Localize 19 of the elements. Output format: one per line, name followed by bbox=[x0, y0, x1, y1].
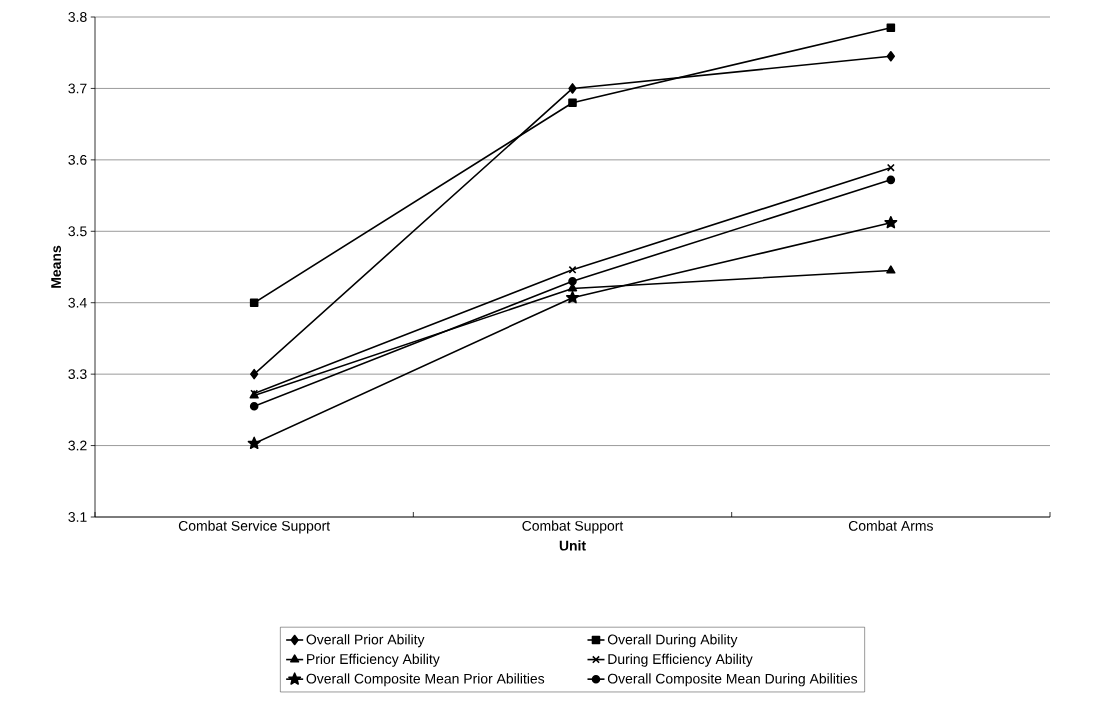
y-tick-label: 3.7 bbox=[68, 83, 87, 94]
y-tick-label: 3.3 bbox=[68, 369, 87, 380]
y-tick-label: 3.1 bbox=[68, 512, 87, 522]
legend-label: During Efficiency Ability bbox=[608, 653, 753, 667]
y-tick-label: 3.2 bbox=[68, 440, 87, 451]
legend-label: Prior Efficiency Ability bbox=[307, 653, 440, 667]
y-tick-label: 3.8 bbox=[68, 12, 87, 22]
x-axis-title: Unit bbox=[559, 540, 586, 551]
legend-label: Overall Composite Mean Prior Abilities bbox=[306, 673, 545, 687]
legend-label: Overall During Ability bbox=[607, 634, 738, 648]
y-tick-label: 3.5 bbox=[68, 226, 87, 237]
x-tick-label: Combat Arms bbox=[848, 520, 933, 531]
y-tick-label: 3.6 bbox=[68, 154, 87, 165]
x-tick-label: Combat Service Support bbox=[178, 520, 331, 534]
legend-label: Overall Prior Ability bbox=[306, 634, 425, 648]
x-tick-label: Combat Support bbox=[522, 520, 624, 534]
y-tick-label: 3.4 bbox=[68, 297, 87, 308]
legend-label: Overall Composite Mean During Abilities bbox=[607, 673, 858, 687]
y-axis-title: Means bbox=[51, 245, 61, 288]
